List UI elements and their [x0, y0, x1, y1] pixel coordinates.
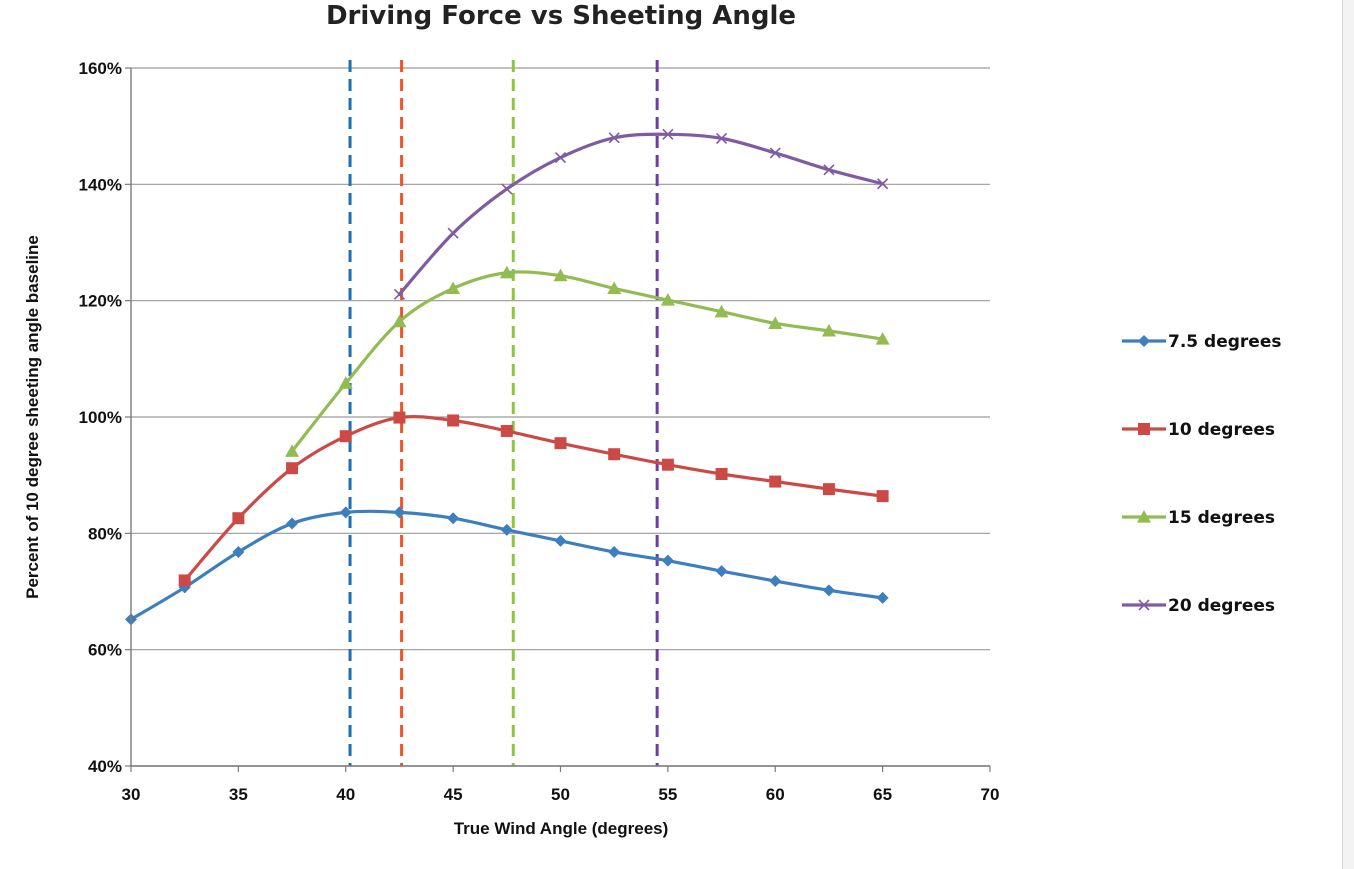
legend: 7.5 degrees 10 degrees 15 degrees 20 degree… — [1122, 332, 1281, 616]
legend-label: 7.5 degrees — [1168, 332, 1281, 352]
data-point-marker — [178, 574, 191, 587]
data-point-marker — [553, 268, 568, 282]
y-tick-label: 60% — [88, 641, 122, 660]
series-10-degrees — [178, 411, 889, 587]
x-tick-label: 65 — [873, 785, 892, 804]
chart-title: Driving Force vs Sheeting Angle — [326, 1, 796, 31]
series-layer — [125, 128, 890, 626]
x-tick-label: 45 — [444, 785, 463, 804]
data-point-marker — [715, 468, 728, 481]
y-tick-label: 100% — [79, 408, 122, 427]
data-point-marker — [715, 132, 728, 144]
data-point-marker — [554, 534, 567, 547]
data-point-marker — [608, 448, 621, 461]
data-point-marker — [1138, 599, 1150, 611]
data-point-marker — [286, 517, 299, 530]
y-tick-label: 40% — [88, 757, 122, 776]
data-point-marker — [501, 183, 513, 195]
data-point-marker — [876, 490, 889, 503]
series-line — [397, 132, 885, 296]
y-tick-label: 140% — [79, 175, 122, 194]
legend-label: 15 degrees — [1168, 508, 1275, 528]
data-point-marker — [608, 132, 620, 144]
data-point-marker — [447, 414, 460, 427]
data-point-marker — [823, 164, 835, 176]
data-point-marker — [661, 554, 674, 567]
data-point-marker — [393, 411, 406, 424]
x-axis-label: True Wind Angle (degrees) — [454, 819, 669, 838]
data-point-marker — [768, 316, 783, 329]
data-point-marker — [877, 178, 889, 190]
data-point-marker — [769, 147, 781, 159]
data-point-marker — [339, 430, 352, 443]
series-20-degrees — [393, 128, 889, 300]
legend-item: 15 degrees — [1122, 508, 1275, 528]
data-point-marker — [1138, 335, 1150, 347]
data-point-marker — [499, 265, 514, 279]
data-point-marker — [660, 293, 675, 306]
data-point-marker — [876, 591, 889, 604]
y-tick-label: 120% — [79, 292, 122, 311]
data-point-marker — [769, 475, 782, 488]
y-axis-label: Percent of 10 degree sheeting angle base… — [23, 235, 42, 599]
data-point-marker — [393, 506, 406, 519]
data-point-marker — [715, 565, 728, 578]
x-tick-label: 35 — [229, 785, 248, 804]
x-tick-label: 55 — [658, 785, 677, 804]
window-edge-strip — [1342, 0, 1354, 869]
data-point-marker — [554, 152, 567, 164]
x-tick-label: 60 — [766, 785, 785, 804]
series-line — [183, 415, 885, 583]
data-point-marker — [1137, 510, 1151, 523]
data-point-marker — [286, 462, 299, 475]
legend-label: 10 degrees — [1168, 420, 1275, 440]
x-tick-label: 30 — [122, 785, 141, 804]
y-tick-label: 80% — [88, 524, 122, 543]
grid-layer — [131, 67, 990, 767]
x-tick-label: 40 — [336, 785, 355, 804]
y-tick-label: 160% — [79, 59, 122, 78]
data-point-marker — [393, 288, 406, 300]
series-15-degrees — [285, 265, 890, 457]
data-point-marker — [769, 575, 782, 588]
data-point-marker — [338, 376, 353, 389]
data-point-marker — [232, 512, 245, 525]
data-point-marker — [822, 584, 835, 597]
data-point-marker — [392, 314, 407, 328]
data-point-marker — [607, 281, 622, 295]
legend-item: 7.5 degrees — [1122, 332, 1281, 352]
data-point-marker — [875, 332, 890, 345]
data-point-marker — [447, 227, 459, 239]
x-tick-label: 50 — [551, 785, 570, 804]
data-point-marker — [500, 424, 513, 437]
data-point-marker — [714, 304, 729, 318]
data-point-marker — [500, 523, 513, 536]
data-point-marker — [339, 506, 352, 519]
data-point-marker — [446, 281, 461, 295]
series-line — [290, 270, 885, 453]
legend-label: 20 degrees — [1168, 596, 1275, 616]
data-point-marker — [661, 458, 674, 471]
series-7-5-degrees — [125, 506, 889, 626]
axis-layer: 40% 60% 80% 100% 120% 140% 160% 30 35 40 45 50 55 60 6… — [79, 59, 1000, 804]
data-point-marker — [554, 437, 567, 450]
x-tick-label: 70 — [981, 785, 1000, 804]
data-point-marker — [822, 483, 835, 496]
data-point-marker — [1138, 423, 1150, 435]
legend-item: 10 degrees — [1122, 420, 1275, 440]
data-point-marker — [285, 444, 300, 457]
data-point-marker — [232, 545, 245, 558]
data-point-marker — [821, 323, 836, 337]
data-point-marker — [662, 128, 674, 140]
legend-item: 20 degrees — [1122, 596, 1275, 616]
data-point-marker — [608, 545, 621, 558]
data-point-marker — [447, 512, 460, 525]
